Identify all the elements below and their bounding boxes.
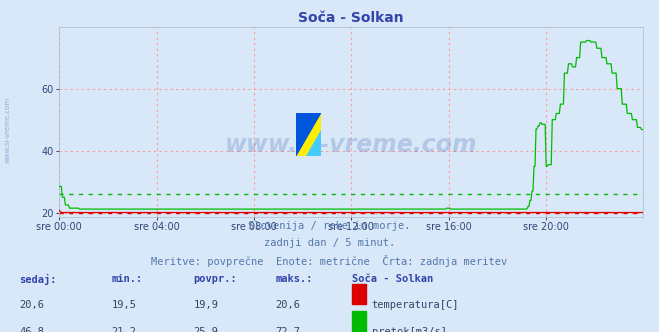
Text: 72,7: 72,7 — [275, 327, 301, 332]
Text: temperatura[C]: temperatura[C] — [372, 300, 459, 310]
Text: min.:: min.: — [111, 274, 142, 284]
Text: 19,5: 19,5 — [111, 300, 136, 310]
Text: www.si-vreme.com: www.si-vreme.com — [5, 96, 11, 163]
Title: Soča - Solkan: Soča - Solkan — [298, 11, 404, 25]
Text: zadnji dan / 5 minut.: zadnji dan / 5 minut. — [264, 238, 395, 248]
Polygon shape — [295, 113, 320, 156]
Text: 19,9: 19,9 — [194, 300, 219, 310]
Text: Slovenija / reke in morje.: Slovenija / reke in morje. — [248, 221, 411, 231]
Text: www.si-vreme.com: www.si-vreme.com — [225, 133, 477, 157]
Text: pretok[m3/s]: pretok[m3/s] — [372, 327, 447, 332]
Text: 20,6: 20,6 — [275, 300, 301, 310]
Polygon shape — [306, 130, 320, 156]
Text: sedaj:: sedaj: — [20, 274, 57, 285]
Text: 21,2: 21,2 — [111, 327, 136, 332]
Text: Meritve: povprečne  Enote: metrične  Črta: zadnja meritev: Meritve: povprečne Enote: metrične Črta:… — [152, 255, 507, 267]
Text: maks.:: maks.: — [275, 274, 313, 284]
Bar — [352, 284, 366, 304]
Polygon shape — [295, 113, 320, 156]
Text: Soča - Solkan: Soča - Solkan — [352, 274, 433, 284]
Text: povpr.:: povpr.: — [194, 274, 237, 284]
Text: 25,9: 25,9 — [194, 327, 219, 332]
Text: 46,8: 46,8 — [20, 327, 45, 332]
Text: 20,6: 20,6 — [20, 300, 45, 310]
Bar — [352, 311, 366, 331]
